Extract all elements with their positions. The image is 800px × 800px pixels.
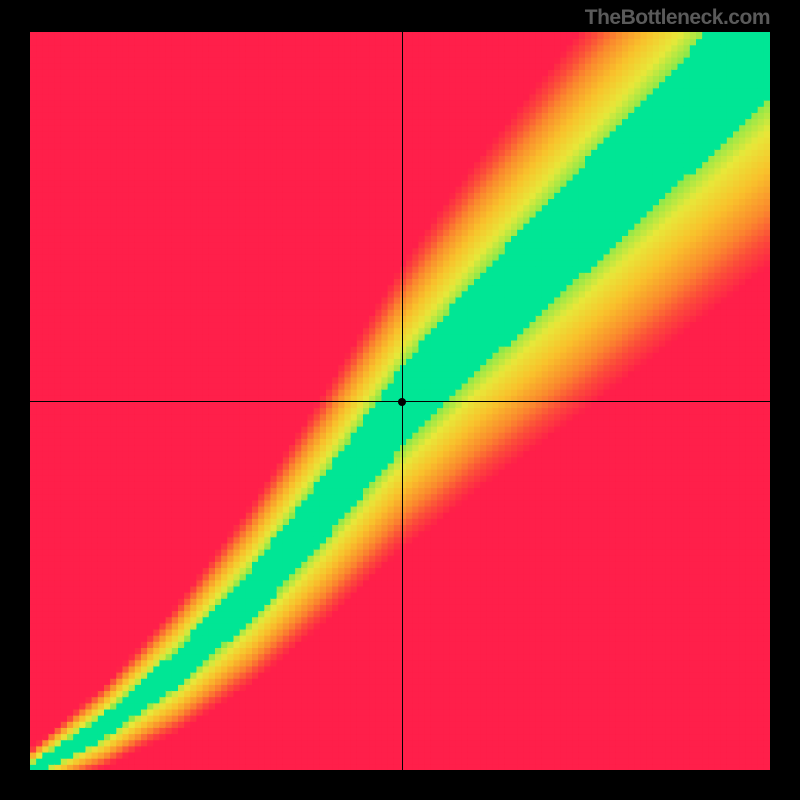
chart-container: { "source_watermark": { "text": "TheBott… bbox=[0, 0, 800, 800]
crosshair-dot bbox=[398, 398, 406, 406]
watermark-text: TheBottleneck.com bbox=[585, 6, 770, 30]
